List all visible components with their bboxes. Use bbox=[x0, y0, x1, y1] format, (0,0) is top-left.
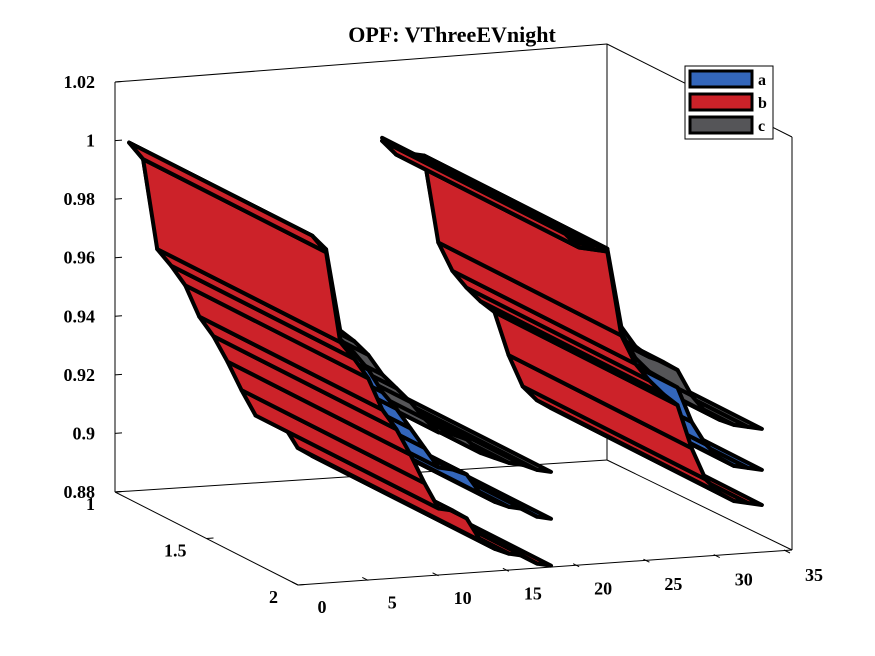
y-tick-mark bbox=[114, 491, 123, 493]
z-axis-ticks: 0.88 0.9 0.92 0.94 0.96 0.98 1 1.02 bbox=[64, 72, 123, 502]
x-tick-label: 30 bbox=[735, 570, 753, 590]
x-tick-mark bbox=[362, 576, 369, 581]
x-tick-label: 15 bbox=[524, 583, 542, 603]
back-edge-top bbox=[114, 43, 608, 83]
legend-label-b: b bbox=[758, 95, 767, 112]
chart-title: OPF: VThreeEVnight bbox=[348, 22, 556, 47]
x-tick-mark bbox=[432, 572, 439, 577]
z-tick-label: 0.96 bbox=[64, 248, 96, 268]
y-tick-mark bbox=[206, 537, 214, 539]
legend-swatch-b bbox=[688, 92, 754, 112]
x-tick-label: 20 bbox=[594, 579, 612, 599]
x-tick-label: 25 bbox=[664, 574, 682, 594]
x-tick-label: 35 bbox=[805, 565, 823, 585]
z-tick-label: 1.02 bbox=[64, 72, 96, 92]
x-tick-mark bbox=[291, 581, 299, 586]
legend-label-c: c bbox=[758, 118, 765, 135]
branch-seam-b bbox=[380, 139, 567, 236]
x-tick-mark bbox=[643, 558, 650, 563]
z-tick-label: 0.9 bbox=[73, 423, 96, 443]
x-axis-line bbox=[297, 549, 793, 586]
z-tick-mark bbox=[114, 139, 123, 142]
y-tick-label: 1.5 bbox=[164, 541, 187, 561]
z-tick-mark bbox=[114, 198, 123, 200]
z-tick-label: 0.92 bbox=[64, 365, 96, 385]
z-tick-mark bbox=[114, 315, 123, 317]
z-tick-mark bbox=[114, 432, 123, 434]
surface-patch-b bbox=[127, 140, 329, 255]
branch-seam-c bbox=[380, 136, 567, 233]
z-tick-mark bbox=[114, 373, 123, 376]
z-tick-mark bbox=[114, 81, 123, 83]
legend-swatch-a bbox=[688, 69, 754, 89]
x-axis-ticks: 0 5 10 15 20 25 30 35 bbox=[291, 549, 823, 617]
x-tick-label: 5 bbox=[388, 592, 397, 612]
x-tick-label: 0 bbox=[318, 597, 327, 617]
z-tick-label: 0.88 bbox=[64, 482, 96, 502]
y-tick-label: 1 bbox=[86, 494, 95, 514]
x-tick-mark bbox=[572, 563, 580, 568]
legend-label-a: a bbox=[758, 72, 766, 89]
x-tick-mark bbox=[502, 567, 510, 572]
z-tick-label: 0.98 bbox=[64, 189, 96, 209]
x-tick-label: 10 bbox=[454, 588, 472, 608]
y-axis-ticks: 11.52 bbox=[86, 491, 306, 607]
x-tick-mark bbox=[783, 549, 791, 554]
voltage-surfaces bbox=[127, 135, 764, 568]
y-tick-mark bbox=[297, 584, 306, 586]
floor-right-edge bbox=[606, 459, 793, 551]
z-tick-mark bbox=[114, 256, 123, 259]
legend: a b c bbox=[684, 65, 774, 140]
y-tick-label: 2 bbox=[269, 587, 278, 607]
x-tick-mark bbox=[713, 554, 720, 559]
legend-swatch-c bbox=[688, 115, 754, 135]
z-tick-label: 0.94 bbox=[64, 306, 96, 326]
z-tick-label: 1 bbox=[86, 131, 95, 151]
